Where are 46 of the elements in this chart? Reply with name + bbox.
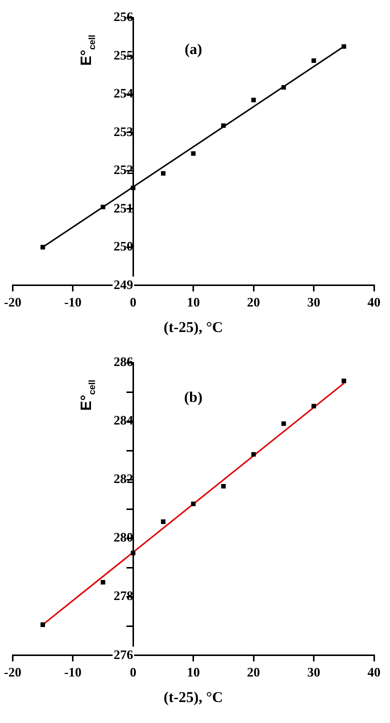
- point: [251, 452, 256, 457]
- point: [221, 123, 226, 128]
- point: [191, 151, 196, 156]
- point: [40, 244, 46, 250]
- point: [130, 550, 136, 556]
- point: [130, 186, 136, 190]
- x-tick-label: 40: [368, 664, 380, 680]
- x-tick-label: 10: [186, 294, 200, 310]
- y-tick-label: 282: [114, 471, 134, 486]
- x-tick-label: 0: [130, 294, 136, 310]
- point: [100, 204, 106, 210]
- point: [281, 421, 286, 426]
- y-tick-label: 252: [114, 162, 134, 178]
- y-axis-title: E°cell: [78, 34, 98, 66]
- y-tick-label: 251: [114, 200, 134, 216]
- point: [160, 519, 166, 524]
- point: [312, 404, 316, 408]
- x-tick-label: -20: [4, 294, 22, 310]
- annotation: (a): [184, 42, 202, 58]
- point: [191, 502, 196, 506]
- point: [160, 171, 166, 176]
- x-tick-label: 20: [247, 664, 260, 680]
- point: [40, 622, 46, 627]
- x-axis-title: (t-25), °C: [164, 320, 223, 336]
- x-tick-label: -20: [4, 664, 22, 680]
- x-tick-label: 30: [307, 664, 320, 680]
- x-tick-label: -10: [64, 294, 82, 310]
- x-tick-label: 10: [186, 664, 200, 680]
- point: [312, 58, 316, 63]
- y-tick-label: 255: [114, 47, 134, 62]
- point: [221, 484, 226, 489]
- y-tick-label: 276: [114, 646, 134, 662]
- y-tick-label: 249: [114, 276, 134, 292]
- x-tick-label: -10: [64, 664, 82, 680]
- point: [281, 85, 286, 90]
- point: [342, 378, 346, 384]
- x-tick-label: 30: [307, 294, 320, 310]
- x-tick-label: 40: [368, 294, 380, 310]
- annotation: (b): [184, 390, 203, 406]
- y-axis-title: E°cell: [78, 380, 98, 411]
- x-tick-label: 0: [130, 664, 136, 680]
- x-axis-title: (t-25), °C: [164, 690, 223, 706]
- point: [100, 580, 106, 585]
- point: [342, 44, 346, 49]
- x-tick-label: 20: [247, 294, 260, 310]
- point: [251, 98, 256, 102]
